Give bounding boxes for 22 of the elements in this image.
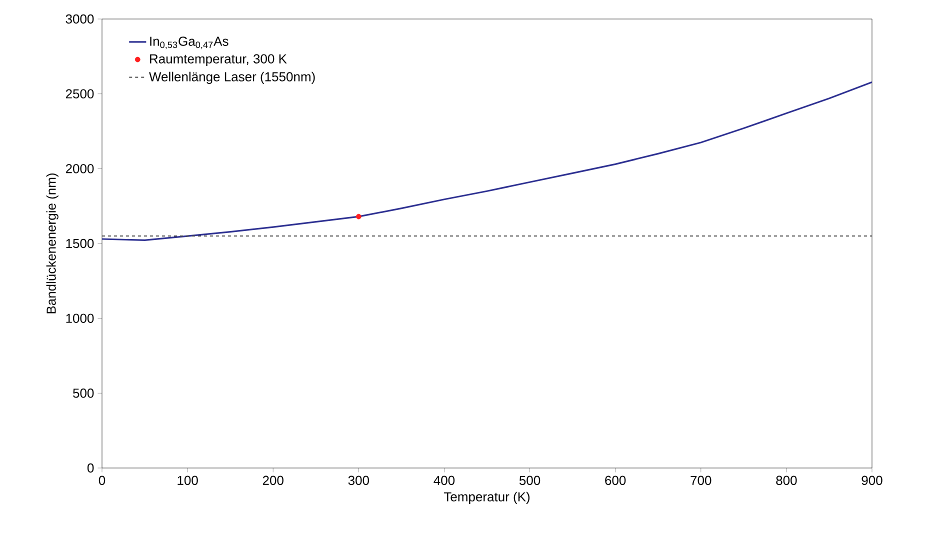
y-axis-title: Bandlückenenergie (nm) bbox=[46, 174, 58, 314]
y-tick-label: 0 bbox=[87, 463, 94, 473]
x-tick-label: 500 bbox=[519, 476, 540, 486]
x-tick-label: 300 bbox=[348, 476, 370, 486]
legend-label: Wellenlänge Laser (1550nm) bbox=[149, 72, 315, 84]
y-tick-label: 1500 bbox=[66, 238, 94, 248]
x-tick-label: 700 bbox=[690, 476, 712, 486]
x-tick-label: 600 bbox=[605, 476, 626, 486]
x-tick-label: 200 bbox=[262, 476, 284, 486]
x-tick-label: 0 bbox=[98, 476, 106, 486]
y-tick-label: 2000 bbox=[66, 164, 94, 174]
y-tick-label: 2500 bbox=[66, 89, 94, 98]
y-tick-label: 3000 bbox=[66, 14, 94, 24]
x-tick-label: 400 bbox=[434, 476, 455, 486]
legend-label: In$_{0,53}$Ga$_{0,47}$As bbox=[150, 36, 228, 50]
x-tick-label: 800 bbox=[776, 476, 797, 486]
x-axis-title: Temperatur (K) bbox=[444, 492, 530, 504]
y-tick-label: 1000 bbox=[66, 314, 94, 323]
legend-label: Raumtemperatur, 300 K bbox=[150, 54, 287, 66]
x-tick-label: 900 bbox=[862, 476, 882, 486]
x-tick-label: 100 bbox=[178, 476, 198, 486]
y-tick-label: 500 bbox=[73, 388, 94, 398]
